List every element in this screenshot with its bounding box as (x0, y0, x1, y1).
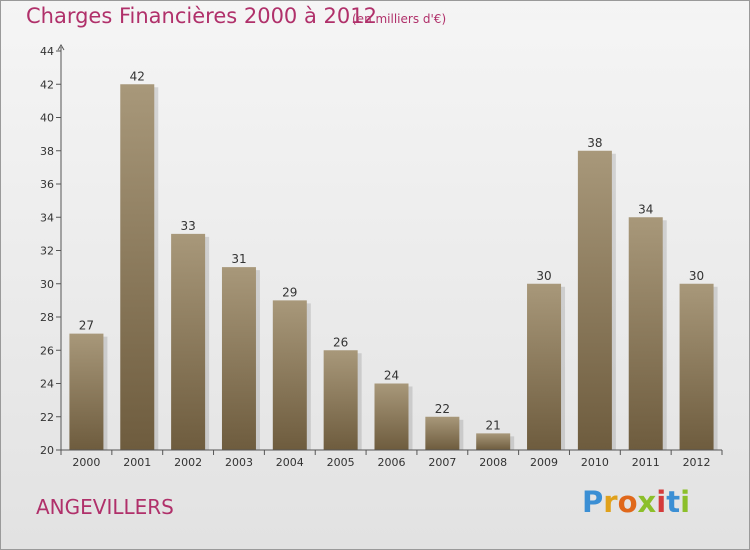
chart-title: Charges Financières 2000 à 2012 (26, 4, 377, 28)
bar-2011 (628, 217, 663, 450)
x-tick-label: 2000 (72, 456, 100, 469)
data-label: 30 (689, 269, 704, 283)
data-label: 31 (231, 252, 246, 266)
bar-2007 (425, 416, 460, 450)
y-tick-label: 26 (40, 344, 54, 357)
logo-letter: r (603, 485, 618, 519)
bar-2002 (171, 233, 206, 450)
chart-subtitle: (en milliers d'€) (352, 12, 447, 26)
bar-2003 (221, 267, 256, 450)
data-label: 42 (130, 69, 145, 83)
bar-2001 (120, 84, 155, 450)
x-tick-label: 2009 (530, 456, 558, 469)
bar-2008 (476, 433, 511, 450)
data-label: 30 (536, 269, 551, 283)
data-label: 29 (282, 285, 297, 299)
data-label: 22 (435, 402, 450, 416)
x-tick-label: 2006 (378, 456, 406, 469)
x-tick-label: 2010 (581, 456, 609, 469)
y-tick-label: 40 (40, 112, 54, 125)
logo-letter: i (656, 485, 667, 519)
bar-2004 (272, 300, 307, 450)
y-tick-label: 42 (40, 78, 54, 91)
data-label: 26 (333, 335, 348, 349)
x-tick-label: 2012 (683, 456, 711, 469)
x-tick-label: 2001 (123, 456, 151, 469)
y-tick-label: 20 (40, 444, 54, 457)
bar-2010 (577, 150, 612, 450)
logo-letter: i (680, 485, 691, 519)
x-tick-label: 2011 (632, 456, 660, 469)
bar-2012 (679, 283, 714, 450)
logo-letter: o (617, 485, 638, 519)
y-tick-label: 30 (40, 278, 54, 291)
bar-2005 (323, 350, 358, 450)
y-tick-label: 24 (40, 378, 54, 391)
proxiti-logo[interactable]: Proxiti (582, 485, 690, 519)
data-label: 34 (638, 202, 653, 216)
data-label: 38 (587, 136, 602, 150)
logo-letter: x (637, 485, 657, 519)
bar-2000 (69, 333, 104, 450)
x-tick-label: 2007 (428, 456, 456, 469)
commune-name: ANGEVILLERS (36, 495, 174, 519)
y-axis-arrow (57, 44, 65, 51)
x-tick-label: 2004 (276, 456, 304, 469)
y-tick-label: 36 (40, 178, 54, 191)
y-tick-label: 34 (40, 211, 54, 224)
data-label: 24 (384, 369, 399, 383)
y-tick-label: 28 (40, 311, 54, 324)
y-tick-label: 38 (40, 145, 54, 158)
x-tick-label: 2008 (479, 456, 507, 469)
x-tick-label: 2002 (174, 456, 202, 469)
x-tick-label: 2003 (225, 456, 253, 469)
data-label: 33 (180, 219, 195, 233)
y-tick-label: 44 (40, 45, 54, 58)
y-tick-label: 32 (40, 245, 54, 258)
x-tick-label: 2005 (327, 456, 355, 469)
y-tick-label: 22 (40, 411, 54, 424)
bar-2006 (374, 383, 409, 450)
logo-letter: t (666, 485, 681, 519)
data-label: 27 (79, 319, 94, 333)
bar-2009 (527, 283, 562, 450)
data-label: 21 (486, 418, 501, 432)
logo-letter: P (582, 485, 604, 519)
